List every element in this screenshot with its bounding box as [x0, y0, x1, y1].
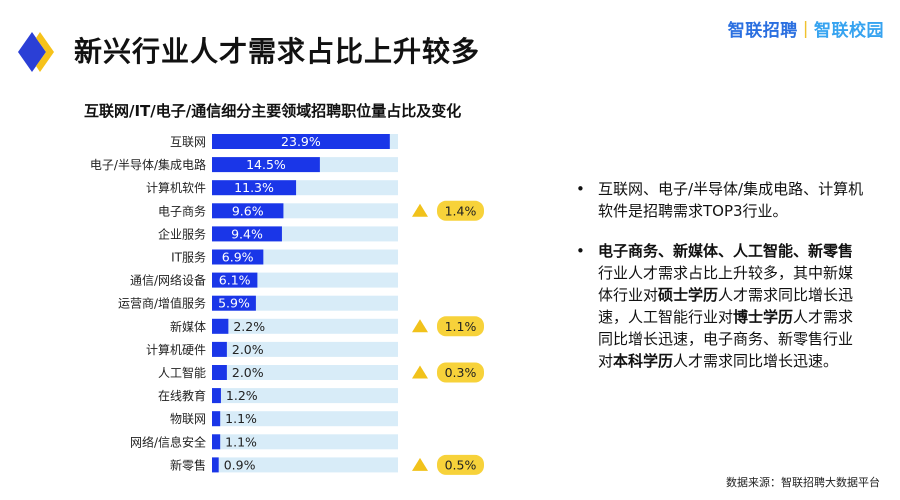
- bullet-bold-text: 硕士学历: [658, 286, 719, 304]
- increase-arrow-icon: [412, 203, 428, 217]
- value-label: 1.2%: [226, 388, 258, 403]
- bar-track: [212, 341, 398, 357]
- change-badge: [437, 454, 484, 475]
- value-label: 11.3%: [234, 180, 274, 195]
- category-label: 计算机软件: [146, 180, 206, 195]
- bullet-text: 人才需求同比增长迅速，人工智能行业对: [598, 286, 854, 326]
- bullet-bold-text: 电子商务、新媒体、人工智能、新零售: [598, 242, 854, 260]
- bar-track: [212, 272, 398, 288]
- change-label: 1.4%: [445, 203, 477, 218]
- change-label: 0.3%: [445, 365, 477, 380]
- bar: [212, 411, 221, 427]
- category-label: 物联网: [170, 412, 206, 426]
- bullet-bold-text: 本科学历: [613, 352, 674, 370]
- category-label: 电子/半导体/集成电路: [90, 157, 206, 172]
- bar: [212, 388, 221, 404]
- bar: [212, 295, 256, 311]
- category-label: IT服务: [171, 250, 206, 265]
- bullet-bold-text: 博士学历: [733, 308, 794, 326]
- value-label: 9.6%: [232, 203, 264, 218]
- bar-track: [212, 318, 398, 334]
- bullet-dot-icon: •: [576, 180, 585, 198]
- bar: [212, 180, 297, 196]
- category-label: 网络/信息安全: [130, 434, 206, 449]
- change-badge: [437, 316, 484, 337]
- increase-arrow-icon: [412, 457, 428, 471]
- category-label: 电子商务: [158, 203, 206, 218]
- category-label: 人工智能: [158, 365, 206, 380]
- category-label: 运营商/增值服务: [118, 296, 206, 311]
- bar: [212, 203, 284, 219]
- bullet-text: 互联网、电子/半导体/集成电路、计算机软件是招聘需求TOP3行业。: [598, 180, 864, 220]
- value-label: 0.9%: [224, 457, 256, 472]
- bullet-text: 人才需求同比增长迅速，电子商务、新零售行业对: [598, 308, 854, 370]
- change-label: 0.5%: [445, 457, 477, 472]
- bar: [212, 226, 282, 242]
- value-label: 1.1%: [225, 434, 257, 449]
- change-badge: [437, 200, 484, 221]
- bar-track: [212, 365, 398, 380]
- data-source-note: 数据来源：智联招聘大数据平台: [726, 476, 880, 489]
- bar: [212, 249, 264, 265]
- page-title: 新兴行业人才需求占比上升较多: [74, 35, 481, 68]
- category-label: 在线教育: [158, 388, 206, 403]
- bullet-text: 行业人才需求占比上升较多，其中新媒体行业对: [598, 264, 854, 304]
- value-label: 9.4%: [231, 226, 263, 241]
- title-diamond-icon: [18, 32, 54, 72]
- bar: [212, 341, 227, 357]
- bar-track: [212, 411, 398, 427]
- category-label: 新媒体: [170, 319, 206, 334]
- chart-title: 互联网/IT/电子/通信细分主要领域招聘职位量占比及变化: [84, 102, 462, 120]
- bar-track: [212, 295, 398, 311]
- bullet-dot-icon: •: [576, 242, 585, 260]
- category-label: 计算机硬件: [146, 342, 206, 357]
- bar: [212, 134, 390, 149]
- value-label: 5.9%: [218, 296, 250, 311]
- bar: [212, 457, 219, 473]
- category-label: 互联网: [170, 135, 206, 149]
- bar-track: [212, 388, 398, 404]
- value-label: 14.5%: [246, 157, 286, 172]
- value-label: 23.9%: [281, 134, 321, 149]
- value-label: 2.0%: [232, 342, 264, 357]
- bullet-item: • 互联网、电子/半导体/集成电路、计算机软件是招聘需求TOP3行业。: [576, 178, 866, 222]
- bar: [212, 157, 320, 173]
- brand-logo: 智联招聘 | 智联校园: [727, 16, 884, 42]
- increase-arrow-icon: [412, 319, 428, 333]
- bar: [212, 434, 221, 450]
- bar: [212, 318, 229, 334]
- change-label: 1.1%: [445, 319, 477, 334]
- logo-zhilian-zhaopin: 智联招聘: [727, 21, 798, 41]
- category-label: 企业服务: [158, 226, 206, 241]
- bullet-item: • 电子商务、新媒体、人工智能、新零售行业人才需求占比上升较多，其中新媒体行业对硕…: [576, 240, 866, 372]
- category-label: 新零售: [170, 457, 206, 472]
- change-badge: [437, 362, 484, 383]
- value-label: 6.9%: [222, 250, 254, 265]
- logo-separator: |: [802, 18, 809, 39]
- logo-zhilian-xiaoyuan: 智联校园: [814, 21, 884, 41]
- increase-arrow-icon: [412, 365, 428, 379]
- bar-track: [212, 457, 398, 473]
- bullet-text: 人才需求同比增长迅速。: [673, 352, 839, 370]
- category-label: 通信/网络设备: [130, 273, 206, 288]
- value-label: 1.1%: [225, 411, 257, 426]
- value-label: 6.1%: [219, 273, 251, 288]
- bar: [212, 365, 227, 380]
- bar: [212, 272, 258, 288]
- bullet-list: • 互联网、电子/半导体/集成电路、计算机软件是招聘需求TOP3行业。 • 电子商务、…: [576, 178, 866, 390]
- bar-chart: 互联网 23.9% 电子/半导体/集成电路 14.5% 计算机软件 11.3% 电子商务 9.…: [90, 134, 484, 475]
- value-label: 2.2%: [233, 319, 265, 334]
- value-label: 2.0%: [232, 365, 264, 380]
- bar-track: [212, 434, 398, 450]
